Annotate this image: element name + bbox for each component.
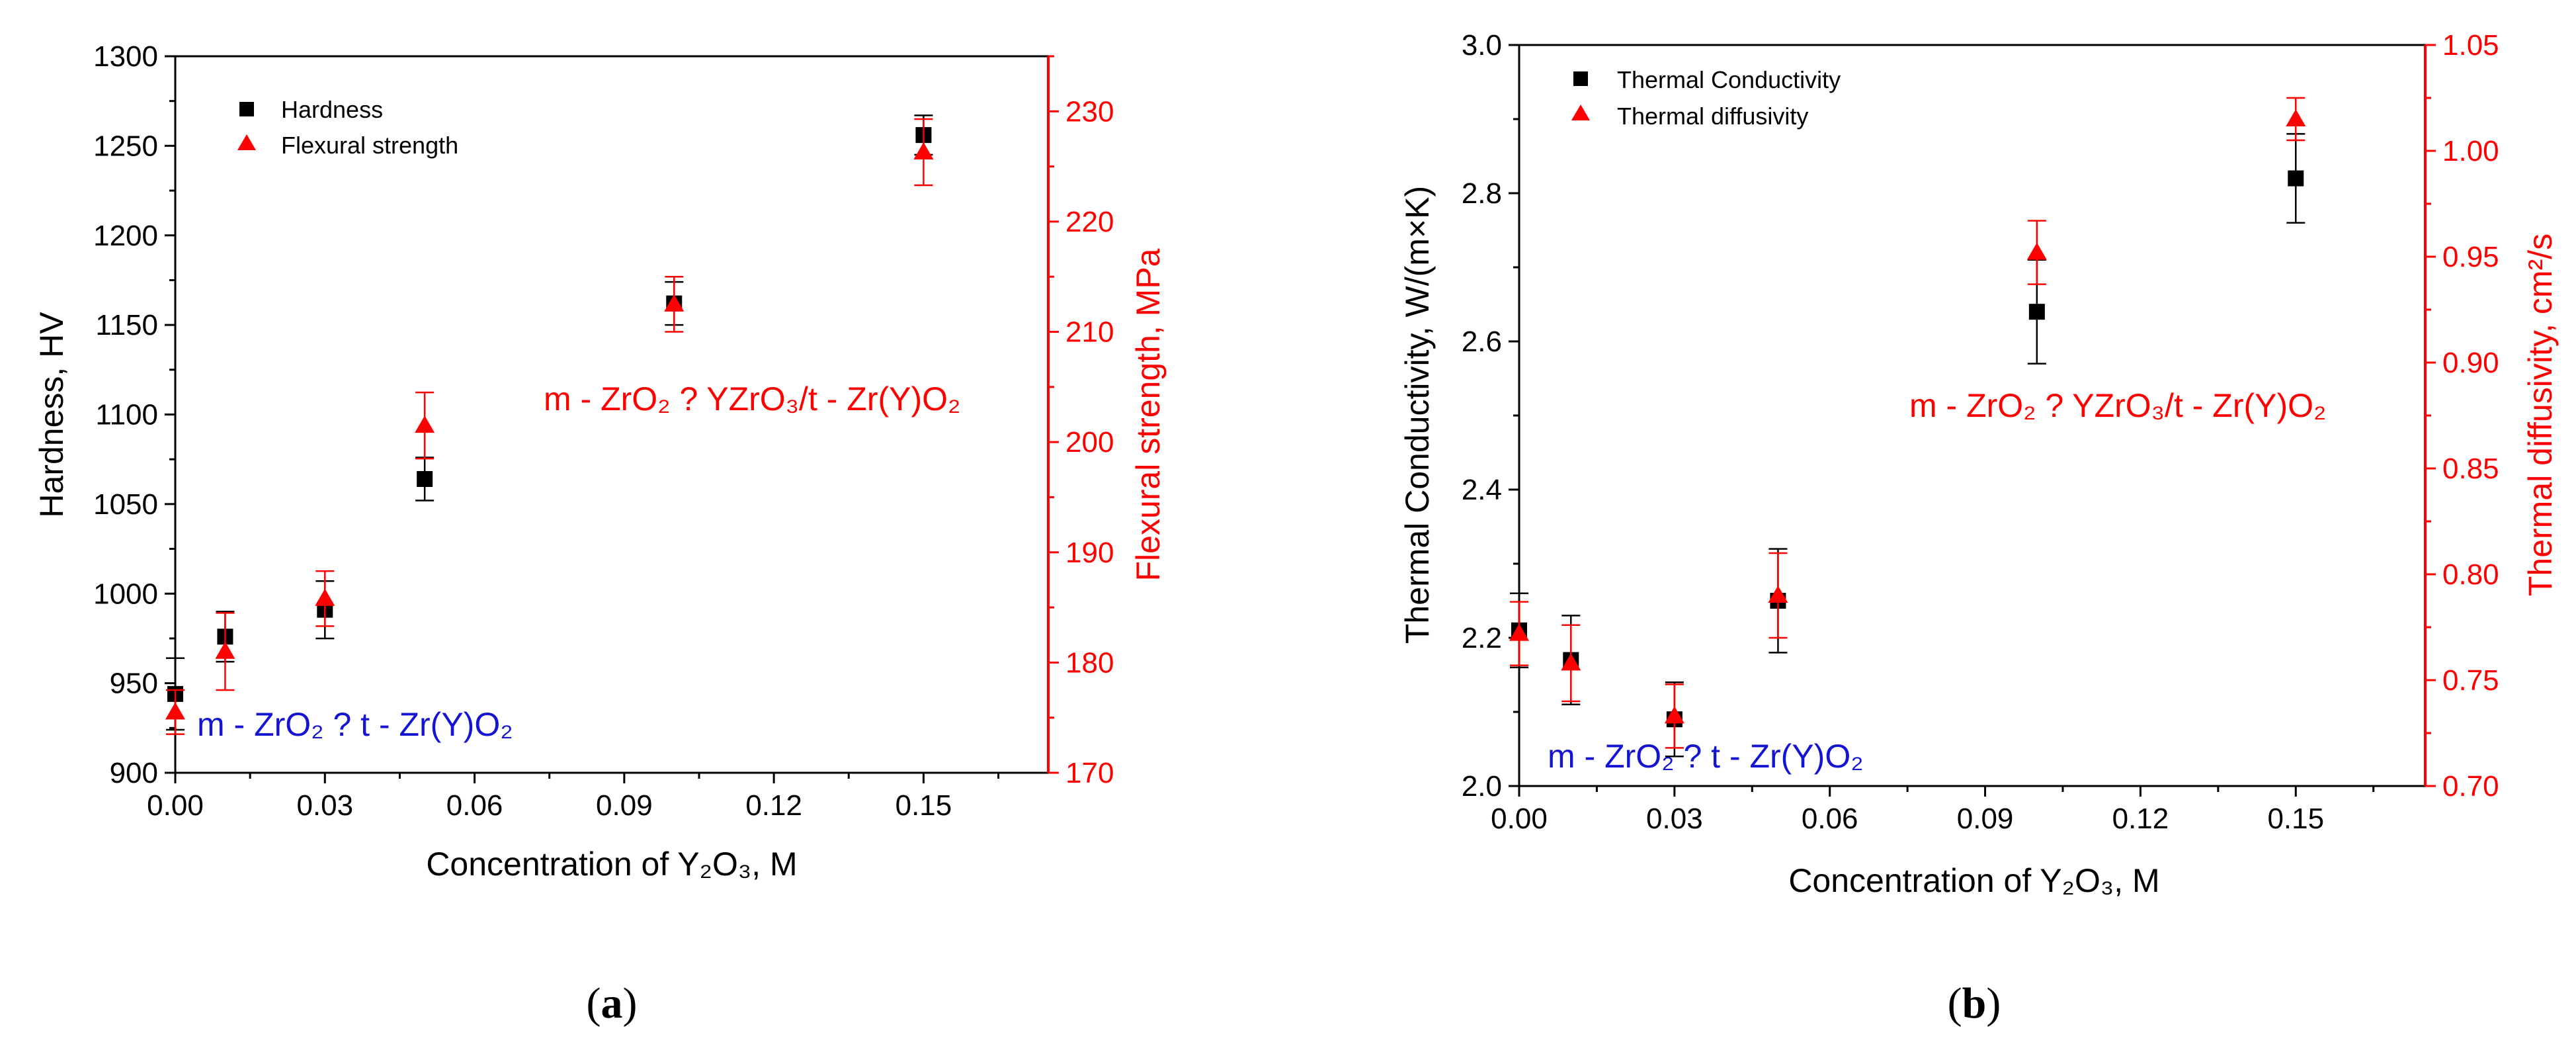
panel-b-y-tick-label: 2.6 <box>1462 326 1502 358</box>
panel-a-y-tick-label: 1150 <box>95 309 158 341</box>
panel-b-y2-tick-label: 1.05 <box>2442 29 2499 62</box>
panel-b-y2-tick-label: 0.85 <box>2442 453 2499 485</box>
panel-a-y2-tick-label: 210 <box>1065 316 1114 349</box>
panel-b-axes: 0.00 0.03 0.06 0.09 0.12 0.15 2.0 2.2 2.4 2.6 2.8 3… <box>1462 29 2499 835</box>
panel-b-annotation-red: m - ZrO₂ ? YZrO₃/t - Zr(Y)O₂ <box>1909 387 2326 424</box>
panel-a-annotation-blue: m - ZrO₂ ? t - Zr(Y)O₂ <box>197 706 513 743</box>
panel-b-y2-tick-label: 0.75 <box>2442 664 2499 697</box>
panel-b-y2-tick-label: 0.80 <box>2442 558 2499 591</box>
panel-b-y-tick-label: 2.8 <box>1462 177 1502 210</box>
legend-flexural-label: Flexural strength <box>281 132 458 159</box>
panel-b-x-tick-label: 0.03 <box>1646 803 1703 835</box>
panel-a-y2-tick-label: 200 <box>1065 426 1114 459</box>
panel-a-y2-tick-label: 230 <box>1065 95 1114 128</box>
legend-thermal-conductivity-label: Thermal Conductivity <box>1617 66 1841 93</box>
panel-a-point-triangle <box>913 142 934 159</box>
panel-a-point-triangle <box>165 702 185 720</box>
panel-a-y-axis-title: Hardness, HV <box>33 312 70 518</box>
panel-b-point-square <box>2288 170 2304 187</box>
panel-a-y-tick-label: 1250 <box>93 130 158 162</box>
panel-b-point-triangle <box>2286 109 2306 126</box>
panel-b-point-square <box>2028 304 2045 320</box>
panel-b-y-tick-label: 2.4 <box>1462 474 1502 506</box>
panel-a-y-tick-label: 1300 <box>93 40 158 73</box>
panel-a-x-tick-label: 0.12 <box>745 789 802 822</box>
panel-b-point-triangle <box>1509 623 1529 641</box>
panel-a-point-triangle <box>664 294 685 312</box>
panel-a-y-tick-label: 1200 <box>93 220 158 252</box>
panel-a-x-tick-label: 0.09 <box>596 789 653 822</box>
panel-a-point-square <box>417 470 433 487</box>
panel-b-point-triangle <box>1768 586 1788 603</box>
panel-a-y-tick-label: 950 <box>110 668 158 700</box>
panel-a-marks <box>165 114 934 735</box>
panel-b-y2-axis-title: Thermal diffusivity, cm²/s <box>2522 234 2559 596</box>
panel-a-y2-tick-label: 180 <box>1065 646 1114 679</box>
panel-a-label: (a) <box>587 979 638 1028</box>
panel-b-x-tick-label: 0.15 <box>2267 803 2324 835</box>
panel-b-x-tick-label: 0.00 <box>1491 803 1548 835</box>
panel-b-y2-tick-label: 0.95 <box>2442 241 2499 273</box>
panel-a-x-tick-label: 0.06 <box>446 789 503 822</box>
panel-a-x-axis-title: Concentration of Y₂O₃, M <box>426 846 797 883</box>
legend-flexural-marker <box>237 134 256 150</box>
panel-a-x-tick-label: 0.03 <box>296 789 353 822</box>
panel-b-label: (b) <box>1948 979 2001 1028</box>
legend-thermal-conductivity-marker <box>1573 71 1588 86</box>
legend-hardness-label: Hardness <box>281 96 383 123</box>
legend-thermal-diffusivity-marker <box>1571 105 1590 120</box>
panel-a-chart: 0.00 0.03 0.06 0.09 0.12 0.15 900 950 1000 1050 11… <box>33 40 1167 1028</box>
panel-a-y2-tick-label: 220 <box>1065 206 1114 238</box>
panel-a-x-tick-label: 0.15 <box>895 789 952 822</box>
panel-a-point-triangle <box>215 641 235 659</box>
panel-a-axes: 0.00 0.03 0.06 0.09 0.12 0.15 900 950 1000 1050 11… <box>93 40 1114 822</box>
panel-a-y-tick-label: 1100 <box>95 399 158 431</box>
legend-hardness-marker <box>239 102 254 116</box>
panel-a-y2-tick-label: 170 <box>1065 757 1114 789</box>
panel-a-point-triangle <box>315 588 335 606</box>
panel-b-annotation-blue: m - ZrO₂ ? t - Zr(Y)O₂ <box>1548 738 1864 775</box>
panel-b-point-triangle <box>1561 653 1581 671</box>
panel-a-y-tick-label: 900 <box>110 757 158 789</box>
panel-b-y2-tick-label: 1.00 <box>2442 135 2499 167</box>
panel-a-y-tick-label: 1050 <box>93 488 158 521</box>
panel-b-point-triangle <box>1664 706 1684 724</box>
panel-b-x-tick-label: 0.06 <box>1802 803 1858 835</box>
panel-a-y2-tick-label: 190 <box>1065 537 1114 569</box>
panel-b-x-tick-label: 0.09 <box>1957 803 2014 835</box>
panel-b-y2-tick-label: 0.90 <box>2442 347 2499 379</box>
panel-b-point-triangle <box>2026 242 2047 260</box>
panel-a-legend: Hardness Flexural strength <box>237 96 458 159</box>
panel-b-marks <box>1509 97 2306 758</box>
panel-b-x-axis-title: Concentration of Y₂O₃, M <box>1788 862 2159 899</box>
panel-b-x-tick-label: 0.12 <box>2112 803 2169 835</box>
panel-b-chart: 0.00 0.03 0.06 0.09 0.12 0.15 2.0 2.2 2.4 2.6 2.8 3… <box>1399 29 2559 1028</box>
panel-a-y-tick-label: 1000 <box>93 578 158 610</box>
panel-a-y2-axis-title: Flexural strength, MPa <box>1130 248 1167 581</box>
panel-a-x-tick-label: 0.00 <box>147 789 204 822</box>
legend-thermal-diffusivity-label: Thermal diffusivity <box>1617 103 1808 130</box>
panel-b-y-tick-label: 2.0 <box>1462 770 1502 803</box>
panel-b-y-axis-title: Thermal Conductivity, W/(m×K) <box>1399 186 1436 644</box>
panel-b-legend: Thermal Conductivity Thermal diffusivity <box>1571 66 1841 130</box>
panel-b-y2-tick-label: 0.70 <box>2442 770 2499 803</box>
panel-b-y-tick-label: 3.0 <box>1462 29 1502 62</box>
panel-a-point-triangle <box>415 416 435 433</box>
panel-b-y-tick-label: 2.2 <box>1462 622 1502 654</box>
panel-a-annotation-red: m - ZrO₂ ? YZrO₃/t - Zr(Y)O₂ <box>544 380 960 417</box>
